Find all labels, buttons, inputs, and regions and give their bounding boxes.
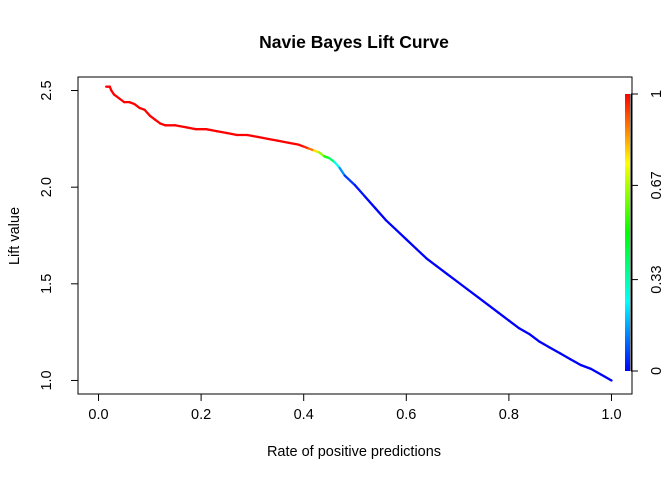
curve-segment [466, 288, 480, 299]
y-axis: 1.0 1.5 2.0 2.5 [39, 80, 78, 391]
curve-segment [333, 160, 341, 169]
curve-segment [384, 218, 398, 231]
curve-segment [225, 131, 239, 137]
x-tick-label: 0.6 [396, 407, 416, 423]
curve-segment [143, 108, 151, 117]
curve-segment [487, 303, 500, 314]
colorbar-axis: 0 0.33 0.67 1 [630, 90, 665, 375]
curve-segment [559, 352, 572, 361]
curve-segment [538, 340, 552, 349]
colorbar-tick-label: 1 [649, 90, 665, 98]
curve-segment [446, 273, 459, 284]
x-axis-label: Rate of positive predictions [267, 444, 441, 460]
curve-segment [497, 311, 511, 322]
colorbar-tick-label: 0.33 [649, 265, 665, 293]
y-tick-label: 2.0 [39, 177, 55, 197]
curve-segment [405, 238, 418, 251]
curve-segment [266, 137, 280, 142]
x-tick-label: 0.2 [191, 407, 211, 423]
curve-segment [425, 257, 439, 268]
curve-segment [374, 207, 387, 222]
curve-segment [353, 184, 367, 198]
curve-segment [600, 373, 613, 382]
colorbar [625, 94, 630, 371]
curve-segment [456, 280, 470, 291]
y-tick-label: 2.5 [39, 80, 55, 100]
curve-segment [276, 139, 290, 144]
curve-segment [394, 228, 408, 241]
curve-segment [476, 296, 490, 307]
curve-segment [184, 126, 198, 131]
curve-segment [569, 358, 582, 367]
curve-segment [528, 332, 541, 343]
curve-segment [364, 195, 377, 210]
x-axis: 0.0 0.2 0.4 0.6 0.8 1.0 [88, 394, 622, 423]
curve-segment [256, 135, 269, 141]
x-tick-label: 0.4 [294, 407, 314, 423]
y-axis-label: Lift value [7, 207, 23, 265]
y-tick-label: 1.0 [39, 370, 55, 390]
x-tick-label: 0.0 [88, 407, 108, 423]
curve-segment [435, 265, 449, 276]
colorbar-tick-label: 0.67 [649, 171, 665, 199]
curve-segment [517, 327, 531, 336]
curve-segment [246, 133, 259, 139]
curve-segment [174, 124, 187, 129]
curve-segment [548, 346, 562, 355]
curve-segment [205, 128, 218, 133]
x-tick-label: 0.8 [499, 407, 519, 423]
curve-segment [579, 363, 593, 371]
x-tick-label: 1.0 [601, 407, 621, 423]
curve-segment [338, 166, 346, 177]
lift-curve [105, 85, 613, 382]
plot-frame [77, 76, 633, 395]
curve-segment [287, 141, 300, 146]
curve-segment [215, 129, 228, 135]
colorbar-tick-label: 0 [649, 367, 665, 375]
y-tick-label: 1.5 [39, 274, 55, 294]
chart-title: Navie Bayes Lift Curve [259, 32, 449, 52]
curve-segment [589, 367, 603, 376]
curve-segment [415, 247, 428, 260]
curve-segment [343, 174, 357, 187]
curve-segment [507, 319, 521, 330]
